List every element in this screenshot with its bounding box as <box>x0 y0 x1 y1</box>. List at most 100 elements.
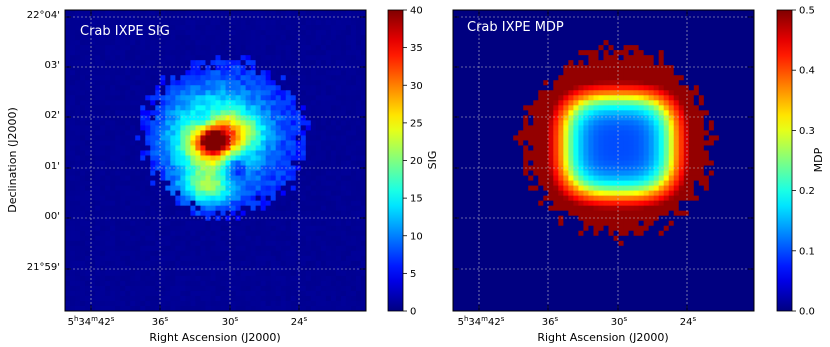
heatmap-cell <box>463 25 469 31</box>
heatmap-cell <box>105 175 111 181</box>
heatmap-cell <box>513 130 519 136</box>
heatmap-cell <box>140 140 146 146</box>
heatmap-cell <box>250 135 257 141</box>
heatmap-cell <box>150 260 156 267</box>
heatmap-cell <box>250 60 257 66</box>
heatmap-cell <box>503 135 509 141</box>
heatmap-cell <box>180 135 186 141</box>
heatmap-cell <box>115 80 121 86</box>
heatmap-cell <box>280 25 287 31</box>
heatmap-cell <box>105 55 111 61</box>
heatmap-cell <box>270 300 277 307</box>
heatmap-cell <box>80 55 86 61</box>
heatmap-cell <box>110 20 116 26</box>
heatmap-cell <box>305 280 312 287</box>
heatmap-cell <box>200 280 206 287</box>
heatmap-cell <box>468 210 474 217</box>
heatmap-cell <box>305 230 312 237</box>
heatmap-cell <box>95 215 101 222</box>
heatmap-cell <box>270 15 277 21</box>
heatmap-cell <box>210 300 216 307</box>
heatmap-cell <box>280 190 287 197</box>
heatmap-cell <box>200 210 206 217</box>
heatmap-cell <box>255 280 262 287</box>
heatmap-cell <box>195 25 201 31</box>
heatmap-cell <box>215 115 221 121</box>
heatmap-cell <box>355 120 362 126</box>
heatmap-cell <box>205 175 211 181</box>
heatmap-cell <box>65 135 71 141</box>
heatmap-cell <box>478 295 484 302</box>
heatmap-cell <box>185 230 191 237</box>
heatmap-cell <box>300 290 307 297</box>
heatmap-cell <box>548 10 554 16</box>
heatmap-cell <box>360 275 367 282</box>
heatmap-cell <box>300 105 307 111</box>
heatmap-cell <box>245 260 252 267</box>
heatmap-cell <box>473 35 479 41</box>
heatmap-cell <box>513 240 519 247</box>
heatmap-cell <box>225 185 231 191</box>
heatmap-cell <box>65 200 71 207</box>
heatmap-cell <box>235 115 241 121</box>
heatmap-cell <box>355 20 362 26</box>
heatmap-cell <box>115 75 121 81</box>
heatmap-cell <box>315 85 322 91</box>
heatmap-cell <box>135 195 141 202</box>
heatmap-cell <box>473 105 479 111</box>
heatmap-cell <box>115 220 121 227</box>
heatmap-cell <box>533 65 539 71</box>
heatmap-cell <box>145 135 151 141</box>
heatmap-cell <box>553 35 559 41</box>
heatmap-cell <box>360 230 367 237</box>
heatmap-cell <box>355 65 362 71</box>
heatmap-cell <box>180 280 186 287</box>
heatmap-cell <box>558 25 564 31</box>
heatmap-cell <box>478 270 484 277</box>
heatmap-cell <box>488 250 494 257</box>
heatmap-cell <box>553 30 559 36</box>
heatmap-cell <box>190 205 196 212</box>
heatmap-cell <box>150 185 156 191</box>
heatmap-cell <box>533 110 539 116</box>
heatmap-cell <box>265 25 272 31</box>
heatmap-cell <box>320 185 327 191</box>
heatmap-cell <box>305 85 312 91</box>
heatmap-cell <box>478 115 484 121</box>
heatmap-cell <box>255 125 262 131</box>
heatmap-cell <box>135 30 141 36</box>
heatmap-cell <box>360 190 367 197</box>
heatmap-cell <box>120 295 126 302</box>
heatmap-cell <box>120 245 126 252</box>
heatmap-cell <box>270 110 277 116</box>
heatmap-cell <box>468 130 474 136</box>
heatmap-cell <box>185 135 191 141</box>
heatmap-cell <box>463 200 469 207</box>
heatmap-cell <box>518 85 524 91</box>
heatmap-cell <box>115 65 121 71</box>
heatmap-cell <box>155 225 161 232</box>
heatmap-cell <box>245 255 252 262</box>
heatmap-cell <box>488 65 494 71</box>
heatmap-cell <box>140 225 146 232</box>
heatmap-cell <box>185 175 191 181</box>
heatmap-cell <box>345 175 352 181</box>
heatmap-cell <box>105 15 111 21</box>
heatmap-cell <box>195 30 201 36</box>
heatmap-cell <box>130 165 136 171</box>
heatmap-cell <box>350 275 357 282</box>
heatmap-cell <box>85 280 91 287</box>
heatmap-cell <box>295 225 302 232</box>
heatmap-cell <box>235 195 241 202</box>
heatmap-cell <box>75 195 81 202</box>
heatmap-cell <box>145 155 151 161</box>
heatmap-cell <box>340 285 347 292</box>
heatmap-cell <box>140 195 146 202</box>
heatmap-cell <box>488 255 494 262</box>
heatmap-cell <box>523 145 529 151</box>
heatmap-cell <box>330 205 337 212</box>
heatmap-cell <box>240 230 246 237</box>
heatmap-cell <box>478 155 484 161</box>
heatmap-cell <box>290 95 297 101</box>
heatmap-cell <box>250 260 257 267</box>
